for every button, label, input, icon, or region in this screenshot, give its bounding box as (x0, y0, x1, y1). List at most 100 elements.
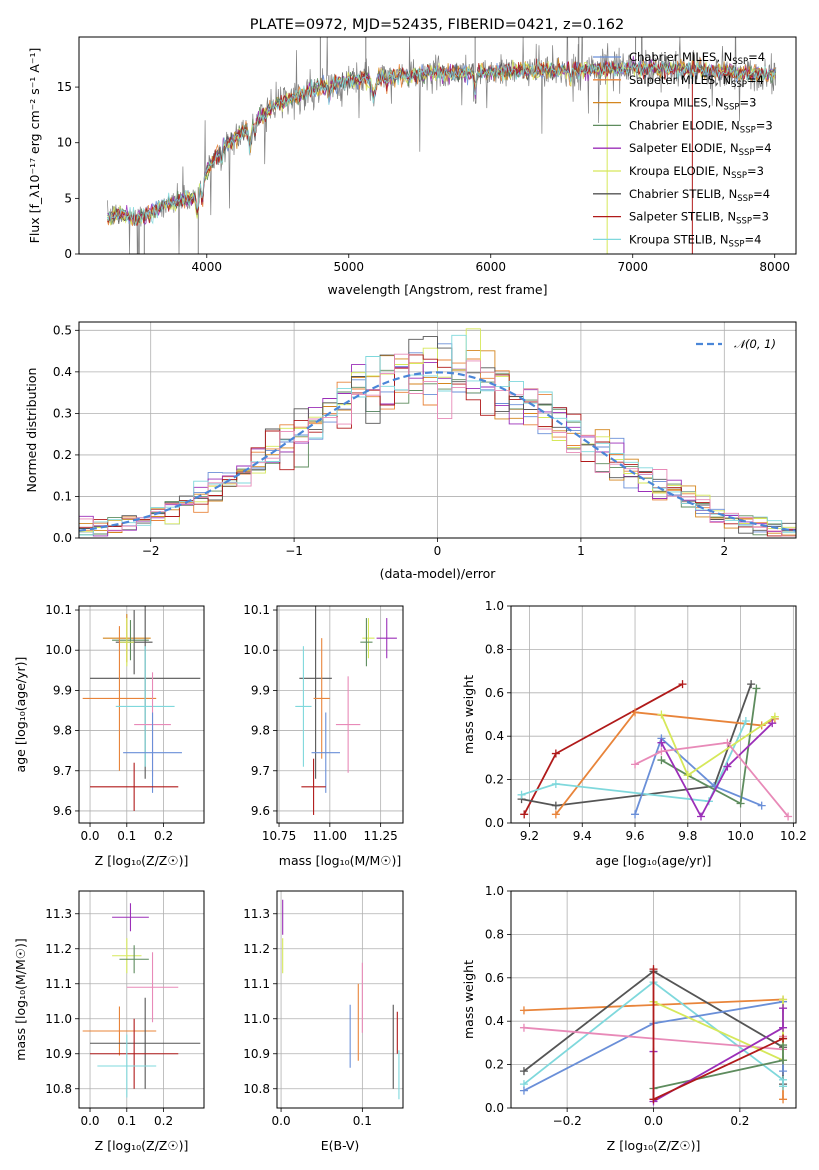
weight_vs_Z-ytick-label: 0.6 (485, 971, 504, 985)
age_vs_mass-ytick-label: 9.8 (251, 724, 270, 738)
errorbar-point (112, 938, 142, 974)
mass_vs_Z-xtick-label: 0.0 (80, 1114, 99, 1128)
errorbar-point (376, 618, 397, 659)
legend-label-main: Kroupa MILES, N (629, 96, 724, 110)
legend-label: Chabrier MILES, NSSP=4 (629, 50, 765, 67)
age_vs_mass-xtick-label: 11.00 (313, 829, 347, 843)
weight-marker (657, 710, 666, 719)
errorbar-point (82, 626, 157, 771)
residuals-frame (78, 321, 797, 539)
spectrum-ytick-label: 10 (57, 136, 72, 150)
legend-label-tail: =4 (748, 50, 765, 64)
mass_vs_Z-ytick-label: 10.9 (45, 1047, 72, 1061)
age_vs_Z-ytick-label: 9.7 (53, 764, 72, 778)
age_vs_Z-ytick-label: 9.6 (53, 804, 72, 818)
weight-line (660, 722, 773, 819)
mass_vs_EBV-ytick-label: 10.9 (243, 1047, 270, 1061)
weight_vs_age-xtick-label: 9.6 (625, 829, 644, 843)
mass_vs_Z-xlabel: Z [log₁₀(Z/Z☉)] (95, 1138, 189, 1153)
weight-marker (519, 1067, 528, 1076)
weight-marker (779, 1034, 788, 1043)
weight_vs_age-xtick-label: 9.8 (678, 829, 697, 843)
weight-marker (779, 1067, 788, 1076)
residuals-xtick-label: −2 (142, 544, 160, 558)
weight-line (652, 1008, 784, 1104)
mass_vs_EBV-grid (277, 891, 403, 1108)
errorbar-point (119, 618, 135, 667)
legend-label-sub: SSP (740, 125, 756, 135)
spectrum-ytick-label: 15 (57, 80, 72, 94)
weight-marker (770, 712, 779, 721)
weight-marker (757, 801, 766, 810)
residuals-ytick-label: 0.2 (53, 448, 72, 462)
spectrum-frame (78, 36, 797, 255)
normal-curve (79, 371, 796, 532)
weight_vs_Z-ytick-label: 0.0 (485, 1101, 504, 1115)
errorbar-point (126, 952, 179, 1023)
weight-line (660, 714, 776, 777)
weight_vs_Z-xtick-label: −0.2 (553, 1114, 582, 1128)
mass_vs_EBV-ytick-label: 11.3 (243, 907, 270, 921)
weight-marker (779, 1023, 788, 1032)
residuals-ylabel: Normed distribution (24, 368, 39, 493)
weight-marker (551, 810, 560, 819)
legend-label: Kroupa ELODIE, NSSP=3 (629, 164, 764, 181)
spectrum-model-line (107, 58, 776, 227)
age_vs_Z-ytick-label: 9.8 (53, 724, 72, 738)
age_vs_mass-xtick-label: 10.75 (262, 829, 296, 843)
weight_vs_Z-ytick-label: 1.0 (485, 884, 504, 898)
weight_vs_Z-xtick-label: 0.0 (644, 1114, 663, 1128)
spectrum-xtick-label: 8000 (759, 260, 790, 274)
weight_vs_age-ytick-label: 0.8 (485, 642, 504, 656)
weight_vs_age-xlabel: age [log₁₀(age/yr)] (596, 853, 712, 868)
legend-normal-label: 𝒩(0, 1) (734, 337, 776, 351)
mass_vs_Z-ylabel: mass [log₁₀(M/M☉)] (13, 938, 28, 1060)
legend-label-sub: SSP (737, 194, 753, 204)
errorbar-point (97, 1034, 157, 1098)
weight-marker (551, 749, 560, 758)
legend-label-main: Kroupa STELIB, N (629, 232, 729, 246)
weight-marker (631, 760, 640, 769)
age_vs_Z-xtick-label: 0.1 (117, 829, 136, 843)
errorbar-point (112, 903, 149, 932)
mass_vs_EBV-ytick-label: 11.0 (243, 1012, 270, 1026)
weight_vs_age-ytick-label: 0.6 (485, 686, 504, 700)
mass_vs_Z-grid (79, 891, 204, 1108)
legend-label-main: Salpeter MILES, N (629, 73, 731, 87)
weight-marker (697, 812, 705, 821)
age_vs_mass-xtick-label: 11.25 (363, 829, 397, 843)
mass_vs_Z-ytick-label: 11.3 (45, 907, 72, 921)
age_vs_Z-ytick-label: 10.0 (45, 643, 72, 657)
age_vs_mass-xlabel: mass [log₁₀(M/M☉)] (279, 853, 401, 868)
weight_vs_age-ytick-label: 0.4 (485, 729, 504, 743)
weight-marker (779, 1004, 788, 1013)
errorbar-point (90, 997, 201, 1089)
legend-label-sub: SSP (729, 239, 745, 249)
errorbar-point (90, 1018, 179, 1089)
age_vs_mass-ytick-label: 9.9 (251, 683, 270, 697)
age_vs_Z-grid (79, 606, 204, 823)
weight-marker (779, 995, 788, 1004)
weight-marker (747, 680, 756, 689)
weight-marker (519, 1086, 528, 1095)
residual-histogram (79, 353, 796, 537)
weight_vs_age-xtick-label: 9.4 (573, 829, 592, 843)
errorbar-point (360, 618, 373, 667)
residuals-ytick-label: 0.1 (53, 489, 72, 503)
age_vs_mass-ytick-label: 10.1 (243, 603, 270, 617)
legend-label-main: Salpeter STELIB, N (629, 210, 736, 224)
legend-label-sub: SSP (732, 57, 748, 67)
legend-label-sub: SSP (731, 80, 747, 90)
weight-line (634, 741, 789, 818)
legend-label-main: Kroupa ELODIE, N (629, 164, 731, 178)
mass_vs_Z-xtick-label: 0.1 (117, 1114, 136, 1128)
weight-marker (657, 747, 666, 756)
legend-label-tail: =4 (753, 187, 770, 201)
weight-line (521, 683, 752, 807)
weight-marker (631, 708, 640, 717)
spectrum-model-line (107, 58, 776, 226)
residuals-xtick-label: 2 (720, 544, 728, 558)
spectrum-ytick-label: 0 (64, 247, 72, 261)
residuals-xtick-label: 0 (434, 544, 442, 558)
